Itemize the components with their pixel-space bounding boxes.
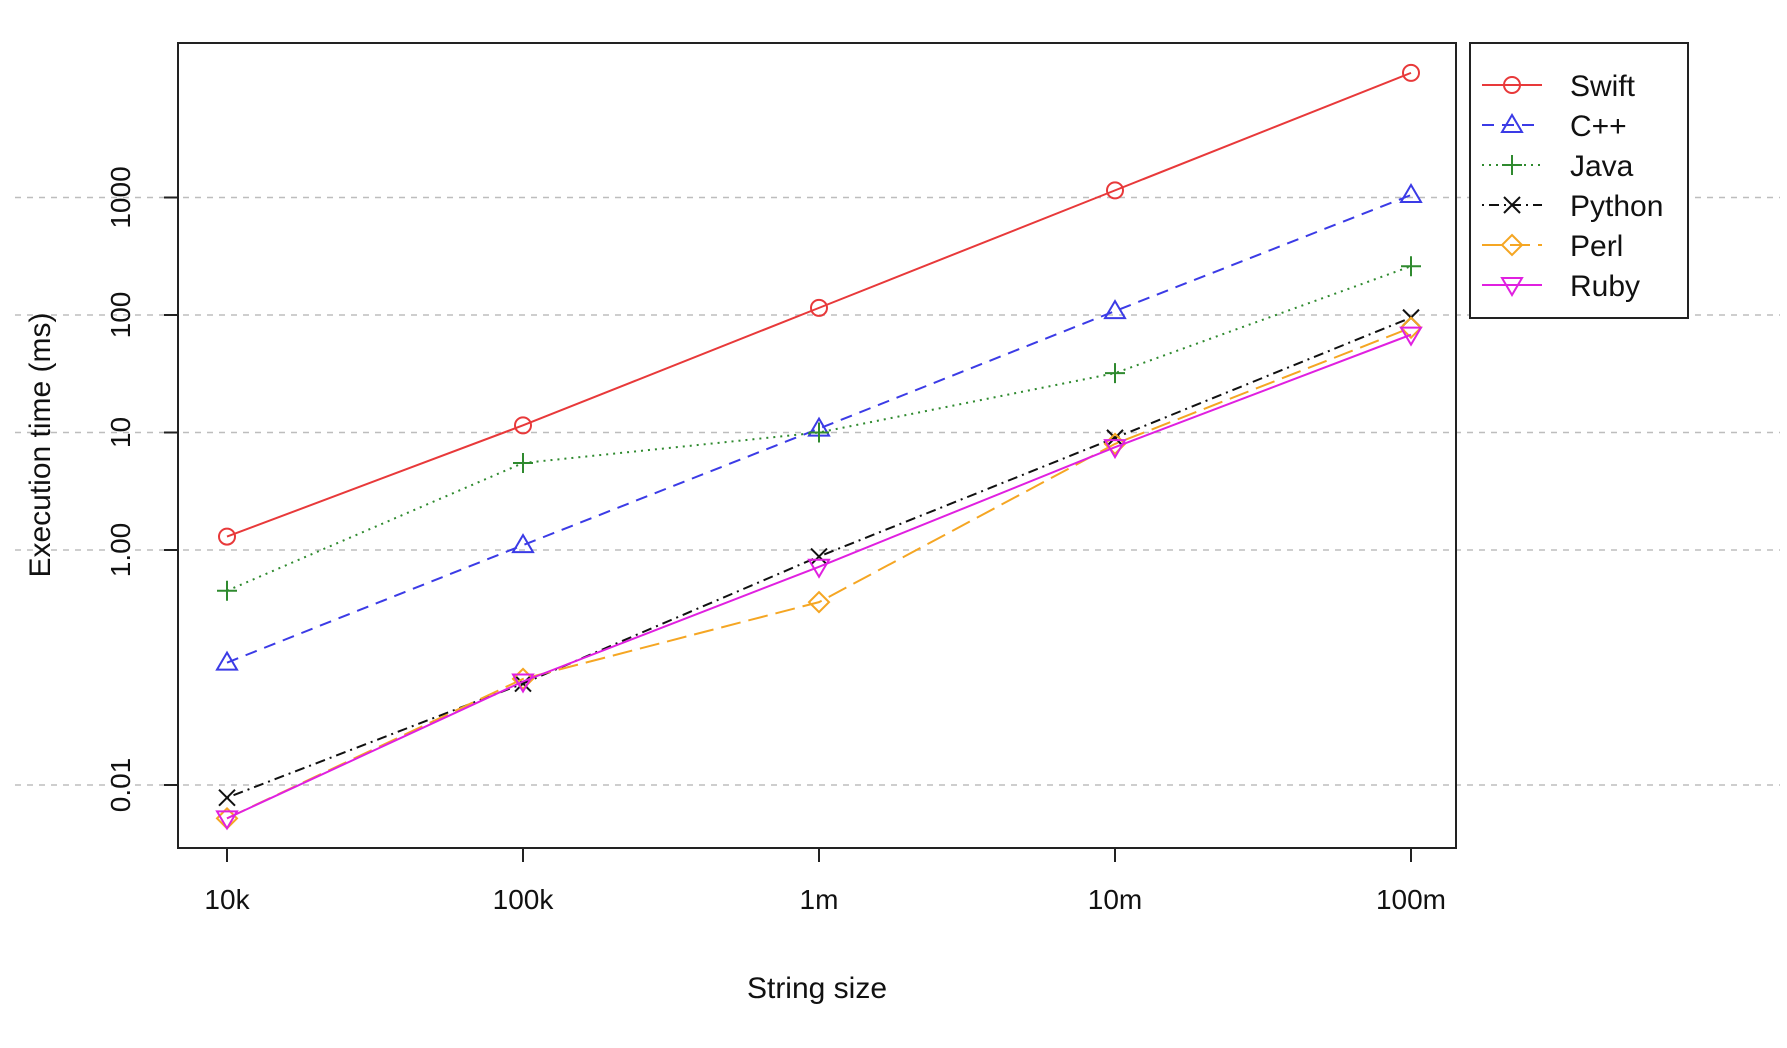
- legend-label-python: Python: [1570, 190, 1663, 223]
- point-swift-10k: [218, 527, 236, 546]
- point-perl-100m: [1399, 316, 1423, 340]
- point-c-10m: [1103, 299, 1127, 320]
- y-tick-label-10: 10: [105, 417, 136, 448]
- series-line-c: [226, 194, 1412, 664]
- legend-marker-java: [1502, 155, 1522, 175]
- legend-item-python: Python: [1482, 190, 1663, 223]
- x-tick-label-100k: 100k: [493, 884, 555, 915]
- series-line-perl: [226, 326, 1412, 820]
- y-axis-title: Execution time (ms): [24, 312, 57, 577]
- legend-item-java: Java: [1482, 150, 1634, 183]
- legend: Swift C++ Java Python Perl Ruby: [1469, 42, 1689, 319]
- legend-marker-perl: [1500, 233, 1524, 257]
- legend-label-swift: Swift: [1570, 70, 1636, 103]
- series-line-swift: [226, 71, 1412, 538]
- point-java-100k: [513, 453, 533, 474]
- legend-item-perl: Perl: [1482, 230, 1623, 263]
- point-ruby-100k: [511, 673, 535, 694]
- legend-marker-c: [1500, 113, 1524, 133]
- legend-label-ruby: Ruby: [1570, 270, 1640, 303]
- series-ruby: [215, 326, 1423, 831]
- point-ruby-10k: [215, 810, 239, 831]
- x-axis-title: String size: [747, 972, 887, 1005]
- series-java: [217, 256, 1421, 601]
- series-layer: [215, 63, 1423, 831]
- point-perl-1m: [807, 590, 831, 614]
- point-python-10k: [218, 788, 236, 807]
- legend-marker-swift: [1503, 76, 1521, 94]
- point-java-100m: [1401, 256, 1421, 277]
- legend-label-c: C++: [1570, 110, 1627, 143]
- point-java-10k: [217, 580, 237, 601]
- point-java-1m: [809, 422, 829, 443]
- series-swift: [218, 63, 1420, 546]
- legend-item-ruby: Ruby: [1482, 270, 1640, 303]
- y-tick-label-0.01: 0.01: [105, 758, 136, 813]
- legend-marker-ruby: [1500, 277, 1524, 297]
- y-tick-label-1000: 1000: [105, 166, 136, 228]
- axes: 10k 100k 1m 10m 100m 0.01 1.00 10 100 1000: [105, 166, 1446, 915]
- y-tick-label-1.00: 1.00: [105, 523, 136, 578]
- point-python-100k: [514, 674, 532, 693]
- point-swift-100m: [1402, 63, 1420, 82]
- y-tick-label-100: 100: [105, 292, 136, 339]
- point-python-10m: [1106, 429, 1124, 447]
- plot-frame: [177, 42, 1457, 849]
- series-c: [215, 183, 1423, 671]
- series-perl: [215, 316, 1423, 830]
- point-python-1m: [810, 547, 828, 566]
- point-perl-100k: [511, 667, 535, 691]
- x-tick-label-10m: 10m: [1088, 884, 1142, 915]
- legend-item-c: C++: [1482, 110, 1627, 143]
- legend-label-perl: Perl: [1570, 230, 1623, 263]
- point-swift-10m: [1106, 181, 1124, 200]
- point-c-100k: [511, 533, 535, 554]
- point-swift-1m: [810, 298, 828, 317]
- series-python: [218, 308, 1420, 807]
- legend-item-swift: Swift: [1482, 70, 1636, 103]
- x-tick-label-1m: 1m: [800, 884, 839, 915]
- point-swift-100k: [514, 416, 532, 435]
- point-java-10m: [1105, 363, 1125, 384]
- point-c-10k: [215, 650, 239, 671]
- x-tick-label-100m: 100m: [1376, 884, 1446, 915]
- legend-marker-python: [1503, 196, 1521, 214]
- point-c-100m: [1399, 183, 1423, 204]
- series-line-ruby: [226, 333, 1412, 820]
- legend-box: [1469, 42, 1689, 319]
- x-tick-label-10k: 10k: [204, 884, 250, 915]
- legend-label-java: Java: [1570, 150, 1634, 183]
- point-ruby-100m: [1399, 326, 1423, 347]
- point-ruby-1m: [807, 558, 831, 579]
- point-ruby-10m: [1103, 439, 1127, 460]
